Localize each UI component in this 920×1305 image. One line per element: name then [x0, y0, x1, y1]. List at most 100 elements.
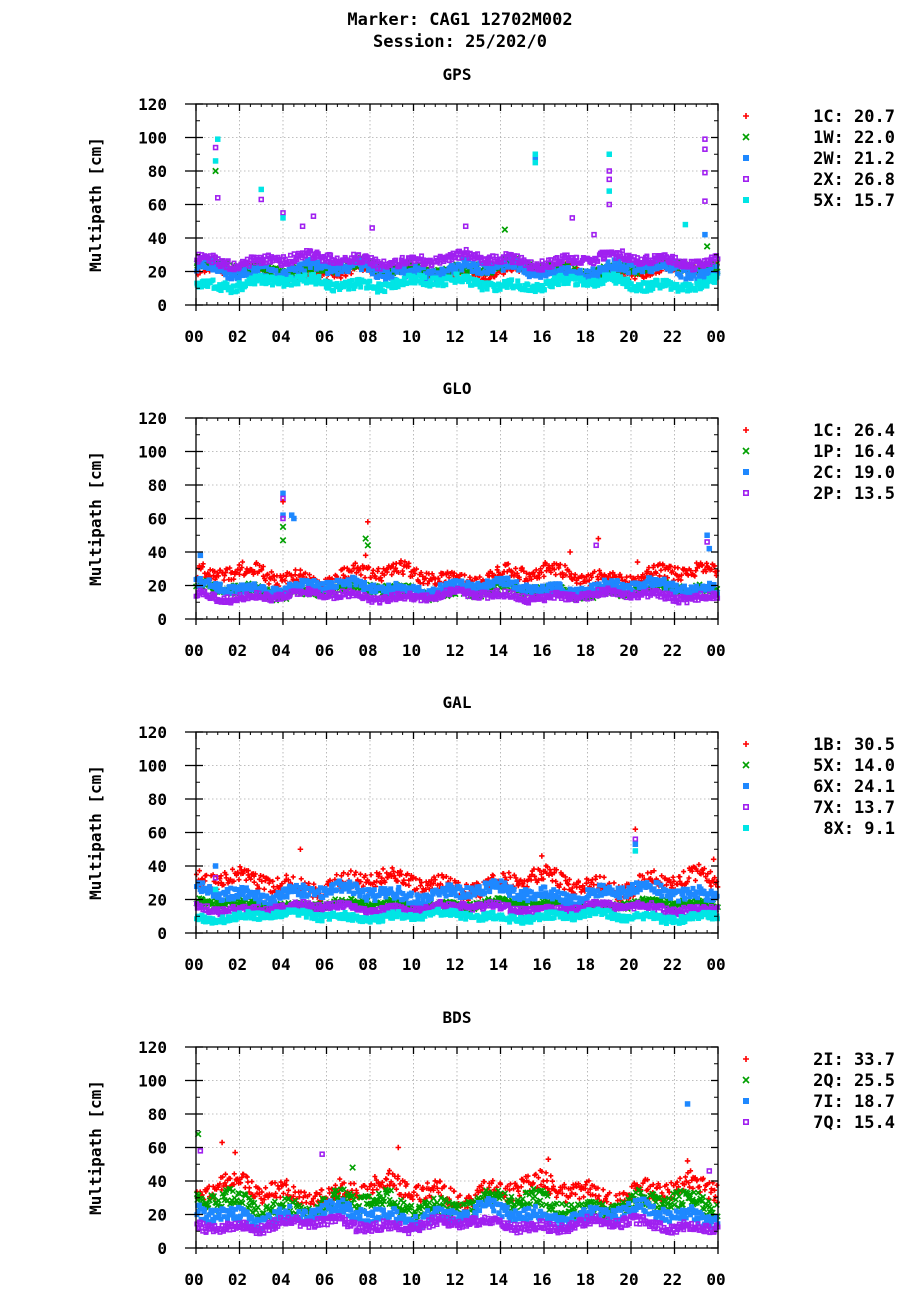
- outlier-point-2c: [291, 516, 297, 522]
- outlier-point-2x: [607, 177, 611, 181]
- outlier-point-1c: [365, 519, 371, 525]
- series-point: [367, 279, 372, 284]
- outlier-points: [198, 491, 712, 565]
- x-tick-label: 16: [532, 327, 551, 346]
- outlier-point-5x: [213, 158, 219, 164]
- series-point: [211, 278, 216, 283]
- series-point: [680, 287, 685, 292]
- series-point: [352, 253, 355, 256]
- panel-title: GPS: [443, 65, 472, 84]
- series-point: [316, 274, 321, 279]
- outlier-point-2x: [703, 199, 707, 203]
- series-point: [485, 287, 490, 292]
- series-point: [358, 285, 363, 290]
- legend-label-2x: 2X: 26.8: [813, 170, 895, 190]
- series-point: [382, 289, 387, 294]
- series-point: [693, 288, 698, 293]
- series-point: [298, 568, 303, 573]
- figure-title-marker: Marker: CAG1 12702M002: [347, 10, 572, 30]
- outlier-point-2x: [592, 233, 596, 237]
- series-point: [237, 562, 242, 567]
- outlier-point-2p: [594, 543, 598, 547]
- series-point: [615, 579, 620, 584]
- outlier-points: [213, 136, 710, 249]
- x-tick-label: 18: [576, 327, 595, 346]
- series-point: [714, 275, 719, 280]
- legend-label-1c: 1C: 20.7: [813, 107, 895, 127]
- series-point: [357, 253, 360, 256]
- series-point: [323, 278, 328, 283]
- legend-label-5x: 5X: 15.7: [813, 191, 895, 211]
- series-point: [542, 287, 547, 292]
- series-point: [556, 282, 561, 287]
- x-tick-label: 00: [706, 327, 725, 346]
- series-point: [675, 565, 680, 570]
- outlier-point-2x: [703, 171, 707, 175]
- outlier-point-2c: [704, 533, 710, 539]
- series-point: [495, 564, 500, 569]
- outlier-point-2x: [214, 146, 218, 150]
- x-tick-label: 10: [402, 327, 421, 346]
- series-point: [207, 578, 212, 583]
- series-point: [678, 275, 683, 280]
- series-point: [363, 575, 368, 580]
- series-point: [266, 581, 271, 586]
- series-point: [216, 257, 219, 260]
- y-tick-label: 40: [148, 543, 167, 562]
- figure-title-session: Session: 25/202/0: [373, 32, 547, 52]
- outlier-point-2x: [703, 137, 707, 141]
- series-point: [401, 256, 404, 259]
- series-cloud: [194, 248, 720, 295]
- y-tick-label: 80: [148, 162, 167, 181]
- outlier-point-1w: [704, 244, 710, 250]
- y-tick-label: 40: [148, 229, 167, 248]
- outlier-point-5x: [607, 188, 613, 194]
- series-point: [563, 563, 568, 568]
- series-point: [712, 582, 717, 587]
- y-tick-label: 100: [138, 129, 167, 148]
- series-point: [573, 572, 578, 577]
- series-point: [431, 268, 436, 273]
- series-point: [515, 278, 520, 283]
- series-point: [375, 569, 380, 574]
- y-tick-label: 80: [148, 476, 167, 495]
- series-point: [370, 256, 373, 259]
- outlier-point-1c: [596, 536, 602, 542]
- y-axis-label: Multipath [cm]: [86, 451, 105, 586]
- series-point: [575, 256, 578, 259]
- outlier-point-2c: [707, 546, 713, 552]
- x-tick-label: 06: [315, 327, 334, 346]
- series-point: [674, 256, 677, 259]
- y-axis-label: Multipath [cm]: [86, 137, 105, 272]
- series-point: [419, 599, 422, 602]
- series-point: [455, 272, 460, 277]
- outlier-point-5x: [280, 215, 286, 221]
- x-tick-label: 02: [228, 327, 247, 346]
- series-point: [235, 289, 240, 294]
- outlier-point-1c: [567, 549, 573, 555]
- y-tick-label: 60: [148, 510, 167, 529]
- x-tick-label: 22: [663, 327, 682, 346]
- series-point: [362, 580, 367, 585]
- series-point: [422, 275, 427, 280]
- series-point: [273, 268, 278, 273]
- outlier-point-5x: [533, 160, 539, 166]
- series-point: [509, 277, 514, 282]
- series-point: [376, 566, 381, 571]
- outlier-point-5x: [259, 187, 265, 193]
- series-point: [513, 566, 518, 571]
- outlier-point-2x: [370, 226, 374, 230]
- series-point: [685, 601, 688, 604]
- outlier-point-2c: [198, 553, 204, 559]
- outlier-point-5x: [215, 136, 221, 142]
- series-point: [240, 559, 245, 564]
- outlier-point-2w: [702, 232, 708, 238]
- outlier-point-1p: [365, 543, 371, 549]
- series-point: [712, 280, 717, 285]
- x-tick-label: 20: [619, 327, 638, 346]
- legend-label-2w: 2W: 21.2: [813, 149, 895, 169]
